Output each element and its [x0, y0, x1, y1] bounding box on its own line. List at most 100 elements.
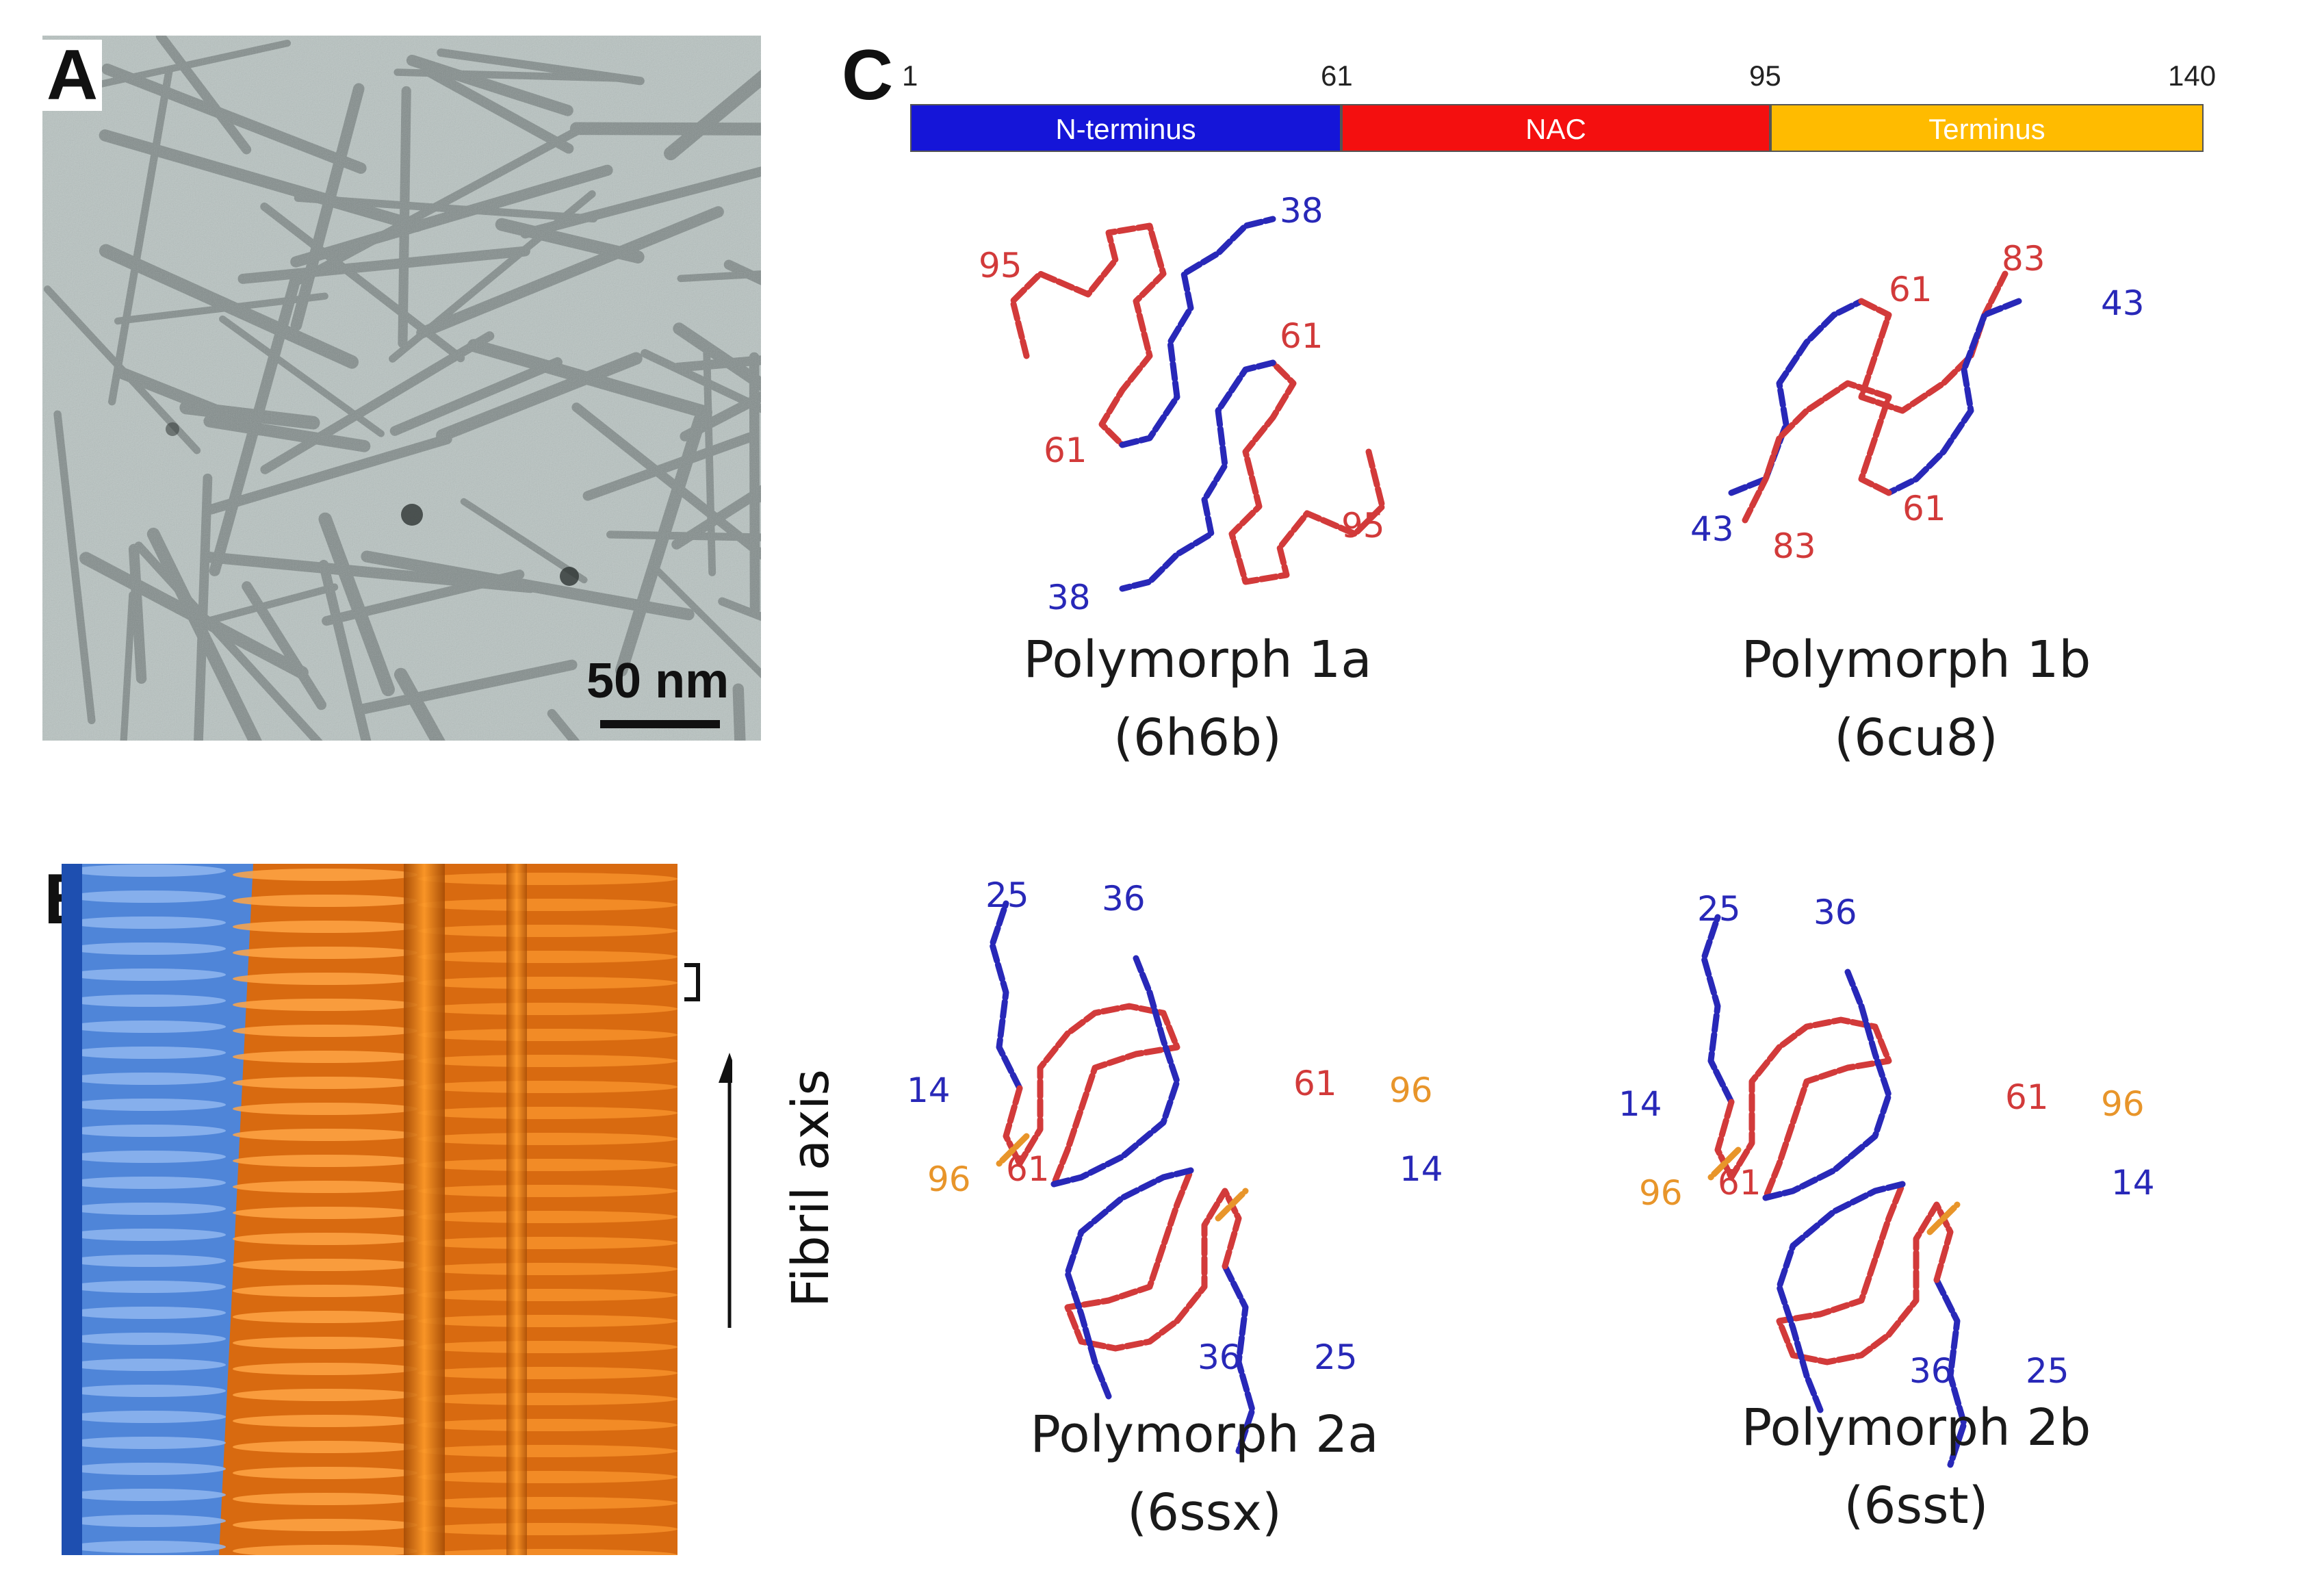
density-rung [68, 1073, 226, 1085]
density-rung [417, 1289, 677, 1301]
density-rung [417, 1263, 677, 1275]
polymorph-1a-pdb: (6h6b) [1113, 708, 1282, 767]
density-rung [417, 1523, 677, 1535]
density-rung [417, 1029, 677, 1041]
density-rung [417, 1003, 677, 1015]
residue-label-2b-61-left: 61 [1718, 1163, 1761, 1203]
density-rung [417, 1211, 677, 1223]
density-rung [233, 1103, 417, 1115]
density-rung [417, 925, 677, 937]
density-rung [233, 869, 417, 881]
chain-1a-nterm-a [1119, 216, 1276, 448]
residue-label-1a-95-right: 95 [1341, 506, 1385, 546]
residue-label-1b-83-top: 83 [2002, 239, 2045, 279]
residue-label-2b-14-right: 14 [2111, 1163, 2155, 1203]
residue-label-2b-61-right: 61 [2005, 1077, 2049, 1117]
density-rung [68, 1385, 226, 1397]
domain-nac-label: NAC [1525, 113, 1586, 145]
residue-label-1b-61-bottom: 61 [1902, 489, 1946, 528]
residue-label-2a-36-top: 36 [1102, 879, 1146, 919]
density-rung [417, 1081, 677, 1093]
density-rung [68, 1203, 226, 1215]
density-rung [233, 1545, 417, 1555]
polymorph-1b-name: Polymorph 1b [1741, 630, 2091, 689]
density-rung [233, 1519, 417, 1531]
domain-bar: N-terminus NAC Terminus [910, 104, 2204, 152]
chain-1b-nterm-a [1728, 298, 1865, 496]
density-rung [417, 1367, 677, 1379]
residue-label-2b-25-top: 25 [1697, 889, 1741, 929]
density-rung [233, 1077, 417, 1089]
tick-95: 95 [1749, 60, 1781, 92]
chain-2b-cterm-b [1926, 1201, 1961, 1235]
density-rung [417, 1445, 677, 1457]
chain-2a-cterm-b [1215, 1188, 1249, 1222]
density-rung [233, 1155, 417, 1167]
density-rung [417, 1471, 677, 1483]
tick-1: 1 [902, 60, 918, 92]
chain-2a-nac-a [1003, 1003, 1180, 1188]
residue-label-2a-25-bottom: 25 [1314, 1337, 1358, 1377]
chain-1a-nterm-b [1119, 359, 1276, 592]
polymorph-1a-name: Polymorph 1a [1023, 630, 1372, 689]
density-rung [68, 916, 226, 929]
residue-label-1b-83-bottom: 83 [1772, 526, 1816, 566]
density-rung [233, 1441, 417, 1453]
density-rung [68, 1177, 226, 1189]
residue-label-1a-95-left: 95 [979, 246, 1022, 285]
density-rung [68, 1437, 226, 1449]
density-rung [233, 947, 417, 959]
residue-label-2b-14-left: 14 [1618, 1084, 1662, 1124]
residue-label-2a-96-left: 96 [927, 1159, 971, 1199]
micrograph-image [42, 36, 761, 741]
density-rung [68, 1307, 226, 1319]
tick-140: 140 [2168, 60, 2217, 92]
density-rung [233, 1311, 417, 1323]
density-rung [68, 1333, 226, 1345]
density-rung [233, 1051, 417, 1063]
density-rung [68, 890, 226, 903]
density-rung [68, 864, 226, 877]
chain-2b-nterm-a [1701, 914, 1735, 1105]
density-rung [68, 1047, 226, 1059]
panel-c-label: C [842, 36, 894, 115]
residue-label-1a-61-right: 61 [1280, 316, 1324, 356]
residue-label-2b-36-top: 36 [1813, 893, 1857, 932]
density-rung [68, 1489, 226, 1501]
density-rung [68, 1541, 226, 1553]
density-rung [68, 1515, 226, 1527]
residue-label-1b-61-top: 61 [1889, 270, 1933, 309]
density-rung [417, 1341, 677, 1353]
density-rung [68, 995, 226, 1007]
domain-n-terminus-label: N-terminus [1055, 113, 1196, 145]
residue-label-1a-38-bottom: 38 [1047, 578, 1091, 617]
chain-2b-link-b [1776, 1181, 1906, 1413]
residue-label-2a-61-left: 61 [1006, 1149, 1050, 1189]
density-rung [233, 999, 417, 1011]
density-rung [417, 1497, 677, 1509]
chain-2b-nterm-b [1933, 1277, 1967, 1468]
density-map-image [62, 864, 705, 1555]
domain-n-terminus: N-terminus [910, 104, 1341, 152]
chain-1b-nterm-b [1885, 298, 2022, 496]
density-rung [68, 1359, 226, 1371]
residue-label-1b-43-right: 43 [2101, 283, 2145, 323]
density-rung [233, 1233, 417, 1245]
density-rung [68, 1099, 226, 1111]
density-rung [233, 1285, 417, 1297]
residue-label-2a-96-right: 96 [1389, 1070, 1433, 1110]
density-rung [417, 1185, 677, 1197]
polymorph-2b-pdb: (6sst) [1844, 1476, 1989, 1535]
chain-2a-nterm-a [989, 900, 1023, 1092]
density-rung [417, 1159, 677, 1171]
density-rung [68, 943, 226, 955]
residue-label-2a-25-top: 25 [985, 875, 1029, 915]
density-rung [417, 1133, 677, 1145]
residue-label-2b-96-right: 96 [2101, 1084, 2145, 1124]
density-rung [233, 1025, 417, 1037]
density-rung [233, 921, 417, 933]
residue-label-2b-25-bottom: 25 [2026, 1351, 2069, 1391]
residue-label-2a-14-right: 14 [1399, 1149, 1443, 1189]
density-rung [68, 1125, 226, 1137]
density-rung [417, 1393, 677, 1405]
